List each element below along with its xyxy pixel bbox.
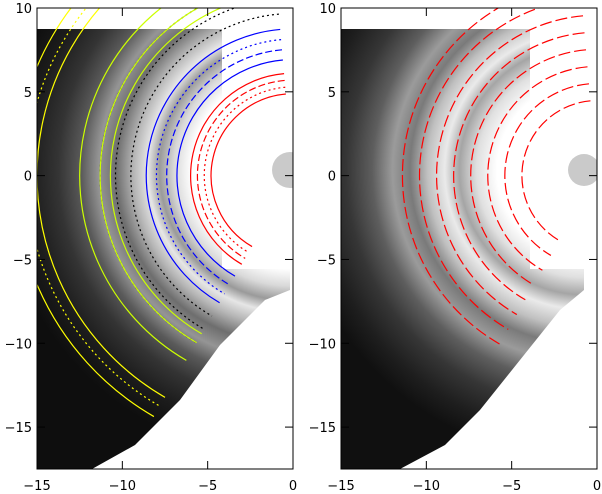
left-x-tick-label-1: −10 (109, 479, 136, 494)
right-intensity-image (341, 29, 584, 469)
left-contour-3-1 (99, 8, 199, 344)
right-y-tick-label-4: −10 (309, 337, 336, 352)
left-contour-3-2 (79, 8, 187, 361)
left-contours (37, 8, 286, 418)
right-x-tick-label-0: −15 (327, 479, 354, 494)
left-central-source (272, 152, 293, 188)
left-y-tick-label-1: 5 (24, 86, 32, 101)
left-x-tick-label-3: 0 (289, 479, 297, 494)
left-contour-4-2 (37, 8, 155, 418)
right-central-source (568, 154, 597, 186)
right-x-tick-label-2: −5 (502, 479, 521, 494)
right-x-tick-label-3: 0 (593, 479, 601, 494)
right-y-tick-label-2: 0 (328, 170, 336, 185)
left-y-tick-label-3: −5 (13, 253, 32, 268)
right-axis-ticks: −15 −10 −5 0 10 5 0 −5 −10 −15 (309, 2, 602, 494)
left-bright-core (222, 29, 293, 269)
right-contour-0-2 (487, 66, 588, 271)
right-y-tick-label-5: −15 (309, 421, 336, 436)
right-contour-0-0 (521, 100, 591, 242)
right-contour-0-1 (504, 83, 590, 256)
left-y-tick-label-0: 10 (15, 2, 32, 17)
right-contour-0-4 (453, 32, 585, 301)
left-contour-2-0 (130, 13, 279, 317)
right-panel: −15 −10 −5 0 10 5 0 −5 −10 −15 (309, 2, 602, 494)
left-contour-0-2 (196, 79, 285, 259)
left-x-tick-label-0: −15 (23, 479, 50, 494)
left-x-tick-label-2: −5 (198, 479, 217, 494)
right-contour-0-5 (435, 15, 584, 316)
left-contour-1-2 (155, 39, 282, 295)
left-contour-1-3 (145, 28, 281, 304)
left-contour-1-0 (176, 59, 283, 277)
left-contour-1-1 (166, 49, 283, 286)
left-plot-frame (36, 7, 294, 470)
left-contour-4-0 (37, 8, 166, 398)
right-y-tick-label-3: −5 (317, 253, 336, 268)
right-x-tick-label-1: −10 (413, 479, 440, 494)
right-y-tick-label-1: 5 (328, 86, 336, 101)
left-y-tick-label-2: 0 (24, 170, 32, 185)
right-contour-0-6 (418, 8, 541, 330)
right-plot-frame (340, 7, 598, 470)
left-y-tick-label-4: −10 (5, 337, 32, 352)
left-y-tick-label-5: −15 (5, 421, 32, 436)
left-axis-ticks: −15 −10 −5 0 10 5 0 −5 −10 −15 (5, 2, 298, 494)
left-contour-3-0 (109, 8, 223, 335)
right-contour-0-3 (470, 49, 587, 286)
left-contour-4-1 (37, 8, 161, 407)
left-panel: −15 −10 −5 0 10 5 0 −5 −10 −15 (5, 2, 298, 494)
left-contour-2-1 (114, 8, 237, 330)
right-y-tick-label-0: 10 (319, 2, 336, 17)
right-contour-0-7 (401, 8, 501, 345)
right-contours (401, 8, 591, 345)
left-contour-0-0 (210, 93, 286, 248)
right-bright-core (530, 29, 597, 269)
left-contour-0-3 (190, 73, 285, 265)
